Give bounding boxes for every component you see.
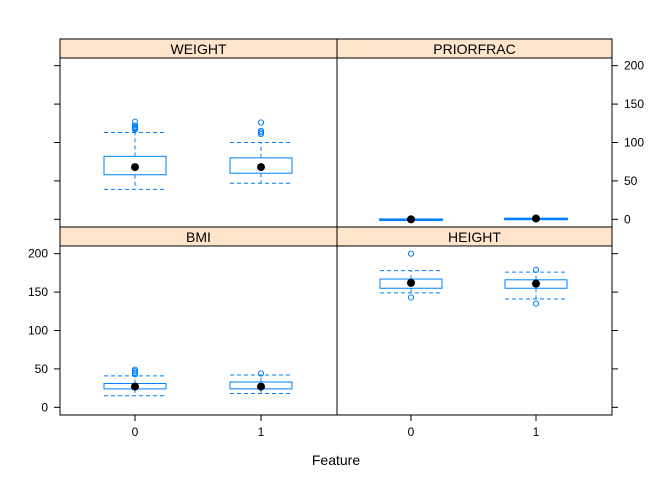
outlier-height-0-0	[407, 294, 415, 301]
strip-label-height: HEIGHT	[448, 229, 501, 245]
panel-frame-priorfrac	[336, 38, 613, 228]
ytick-label-right-150: 150	[624, 97, 644, 111]
outlier-bmi-1-0	[257, 370, 265, 377]
median-dot-weight-1	[257, 163, 265, 172]
xtick-label-c0-0: 0	[132, 425, 139, 439]
xtick-label-c0-1: 1	[258, 425, 265, 439]
outlier-weight-0-5	[131, 118, 139, 125]
outlier-height-1-1	[532, 266, 540, 273]
ytick-label-left-150: 150	[28, 285, 48, 299]
panel-frame-height	[336, 226, 613, 416]
box-weight-1	[229, 157, 293, 174]
median-dot-priorfrac-1	[532, 214, 540, 223]
panel-frame-bmi	[59, 226, 338, 416]
strip-label-priorfrac: PRIORFRAC	[433, 41, 515, 57]
median-dot-bmi-1	[257, 382, 265, 391]
outlier-weight-1-3	[257, 119, 265, 126]
strip-label-weight: WEIGHT	[171, 41, 227, 57]
box-weight-0	[103, 155, 167, 176]
ytick-label-right-100: 100	[624, 136, 644, 150]
xtick-label-c1-0: 0	[408, 425, 415, 439]
median-dot-height-1	[532, 279, 540, 288]
ytick-label-right-50: 50	[624, 174, 638, 188]
ytick-label-left-50: 50	[35, 362, 49, 376]
ytick-label-left-200: 200	[28, 247, 48, 261]
strip-label-bmi: BMI	[186, 229, 211, 245]
median-dot-weight-0	[131, 163, 139, 172]
outlier-height-1-0	[532, 300, 540, 307]
ytick-label-left-0: 0	[41, 400, 48, 414]
outlier-weight-1-2	[257, 127, 265, 135]
outlier-bmi-0-3	[131, 366, 139, 373]
ytick-label-right-0: 0	[624, 212, 631, 226]
median-dot-priorfrac-0	[407, 215, 415, 224]
outlier-weight-0-4	[131, 122, 139, 129]
panel-frame-weight	[59, 38, 338, 228]
x-axis-label: Feature	[312, 452, 360, 468]
outlier-height-0-1	[407, 250, 415, 257]
ytick-label-right-200: 200	[624, 59, 644, 73]
xtick-label-c1-1: 1	[533, 425, 540, 439]
median-dot-height-0	[407, 278, 415, 287]
median-dot-bmi-0	[131, 382, 139, 391]
ytick-label-left-100: 100	[28, 324, 48, 338]
